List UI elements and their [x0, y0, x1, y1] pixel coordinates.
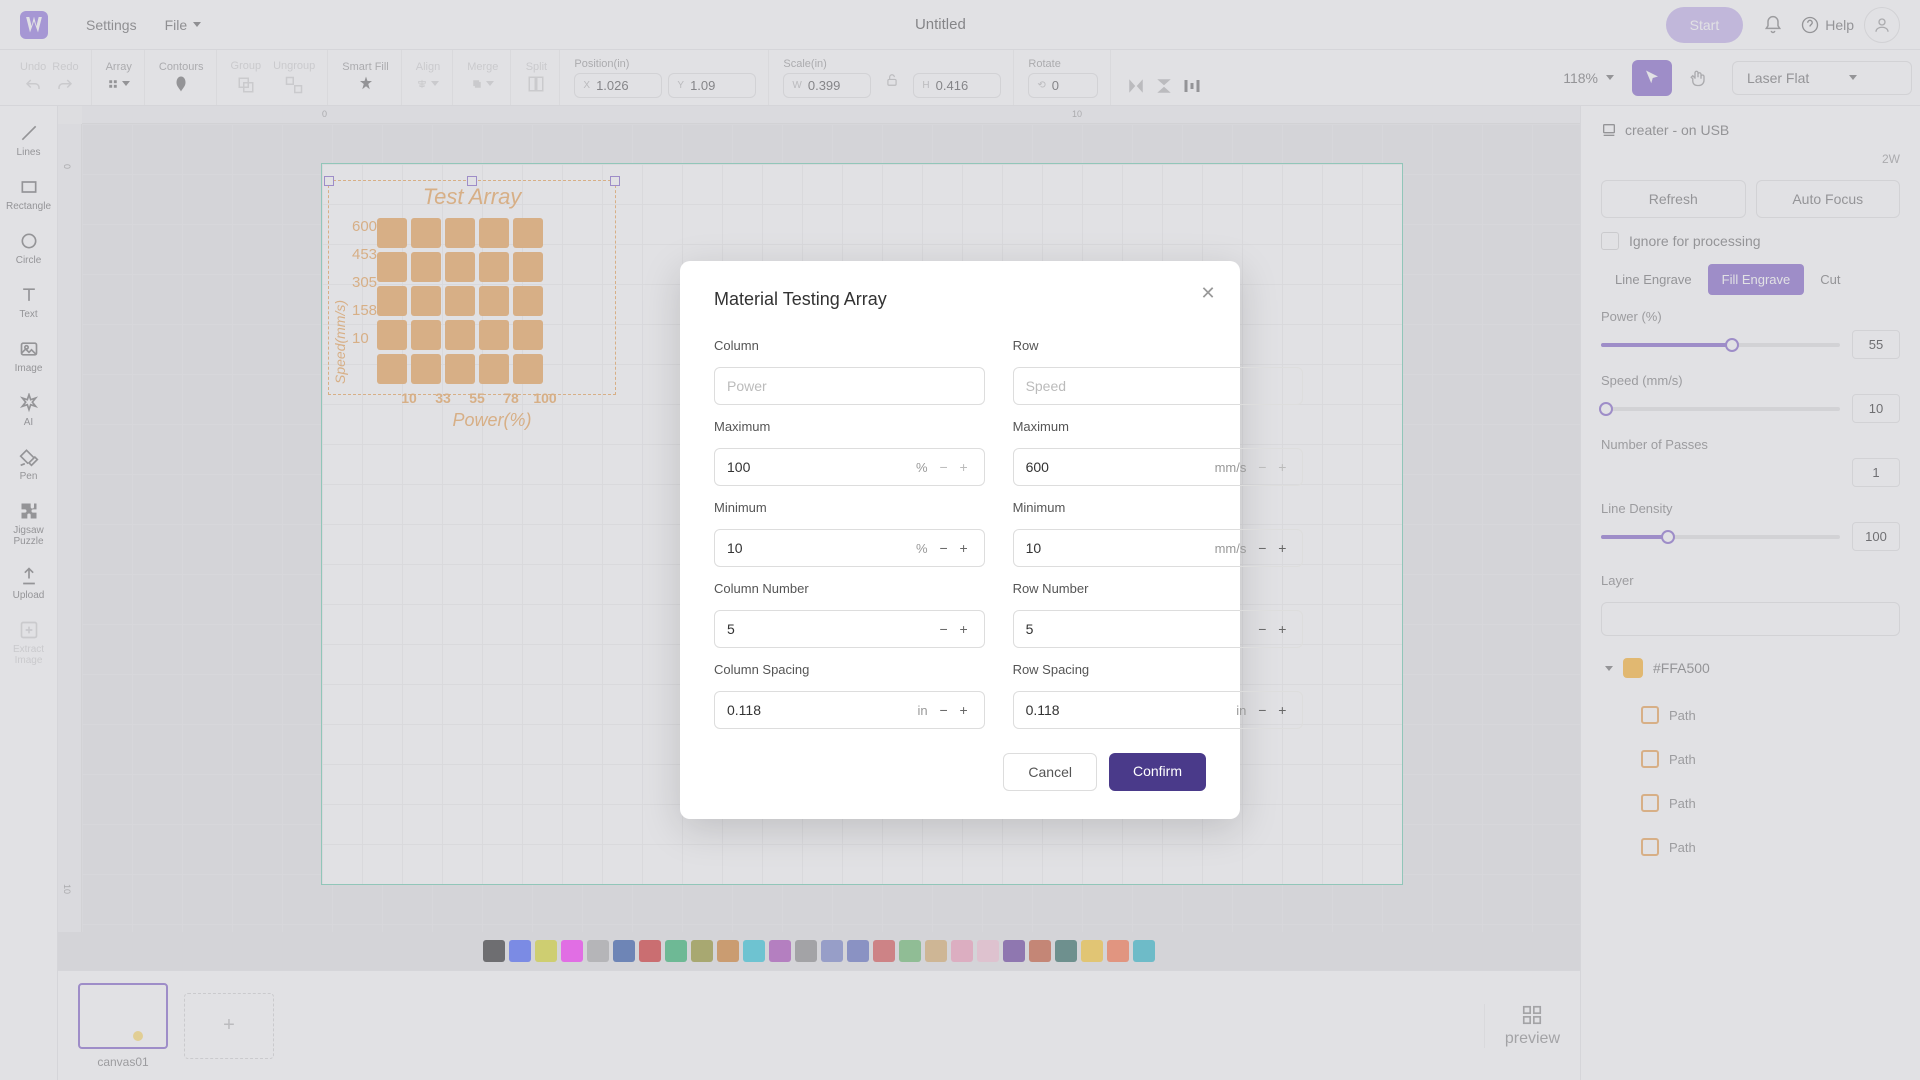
col-min-label: Minimum	[714, 500, 985, 515]
minus-button[interactable]: −	[1254, 459, 1270, 475]
minus-button[interactable]: −	[936, 621, 952, 637]
row-spacing-input[interactable]: in−+	[1013, 691, 1304, 729]
row-type-input[interactable]	[1013, 367, 1304, 405]
minus-button[interactable]: −	[1254, 702, 1270, 718]
unit-label: %	[916, 541, 928, 556]
col-min-field[interactable]	[727, 540, 908, 556]
col-max-label: Maximum	[714, 419, 985, 434]
column-label: Column	[714, 338, 985, 353]
unit-label: %	[916, 460, 928, 475]
unit-label: mm/s	[1215, 541, 1247, 556]
confirm-button[interactable]: Confirm	[1109, 753, 1206, 791]
plus-button[interactable]: +	[1274, 621, 1290, 637]
minus-button[interactable]: −	[936, 459, 952, 475]
row-min-label: Minimum	[1013, 500, 1304, 515]
row-label: Row	[1013, 338, 1304, 353]
col-max-input[interactable]: %−+	[714, 448, 985, 486]
row-min-field[interactable]	[1026, 540, 1207, 556]
row-num-label: Row Number	[1013, 581, 1304, 596]
col-min-input[interactable]: %−+	[714, 529, 985, 567]
plus-button[interactable]: +	[1274, 702, 1290, 718]
row-section: Row Maximum mm/s−+ Minimum mm/s−+ Row Nu…	[1013, 338, 1304, 729]
unit-label: in	[1236, 703, 1246, 718]
power-input[interactable]	[727, 378, 972, 394]
modal-title: Material Testing Array	[714, 289, 1206, 310]
col-num-input[interactable]: −+	[714, 610, 985, 648]
column-section: Column Maximum %−+ Minimum %−+ Column Nu…	[714, 338, 985, 729]
row-max-label: Maximum	[1013, 419, 1304, 434]
minus-button[interactable]: −	[1254, 540, 1270, 556]
speed-input[interactable]	[1026, 378, 1291, 394]
col-spacing-label: Column Spacing	[714, 662, 985, 677]
plus-button[interactable]: +	[1274, 540, 1290, 556]
modal-backdrop: Material Testing Array ✕ Column Maximum …	[0, 0, 1920, 1080]
plus-button[interactable]: +	[956, 540, 972, 556]
material-testing-modal: Material Testing Array ✕ Column Maximum …	[680, 261, 1240, 819]
minus-button[interactable]: −	[1254, 621, 1270, 637]
row-spacing-label: Row Spacing	[1013, 662, 1304, 677]
row-max-input[interactable]: mm/s−+	[1013, 448, 1304, 486]
cancel-button[interactable]: Cancel	[1003, 753, 1097, 791]
row-min-input[interactable]: mm/s−+	[1013, 529, 1304, 567]
plus-button[interactable]: +	[956, 459, 972, 475]
plus-button[interactable]: +	[956, 621, 972, 637]
col-spacing-input[interactable]: in−+	[714, 691, 985, 729]
col-num-field[interactable]	[727, 621, 936, 637]
col-max-field[interactable]	[727, 459, 908, 475]
row-max-field[interactable]	[1026, 459, 1207, 475]
minus-button[interactable]: −	[936, 540, 952, 556]
plus-button[interactable]: +	[956, 702, 972, 718]
plus-button[interactable]: +	[1274, 459, 1290, 475]
row-spacing-field[interactable]	[1026, 702, 1229, 718]
minus-button[interactable]: −	[936, 702, 952, 718]
col-spacing-field[interactable]	[727, 702, 909, 718]
unit-label: mm/s	[1215, 460, 1247, 475]
row-num-input[interactable]: −+	[1013, 610, 1304, 648]
unit-label: in	[917, 703, 927, 718]
close-button[interactable]: ✕	[1196, 281, 1220, 305]
row-num-field[interactable]	[1026, 621, 1255, 637]
column-type-input[interactable]	[714, 367, 985, 405]
col-num-label: Column Number	[714, 581, 985, 596]
